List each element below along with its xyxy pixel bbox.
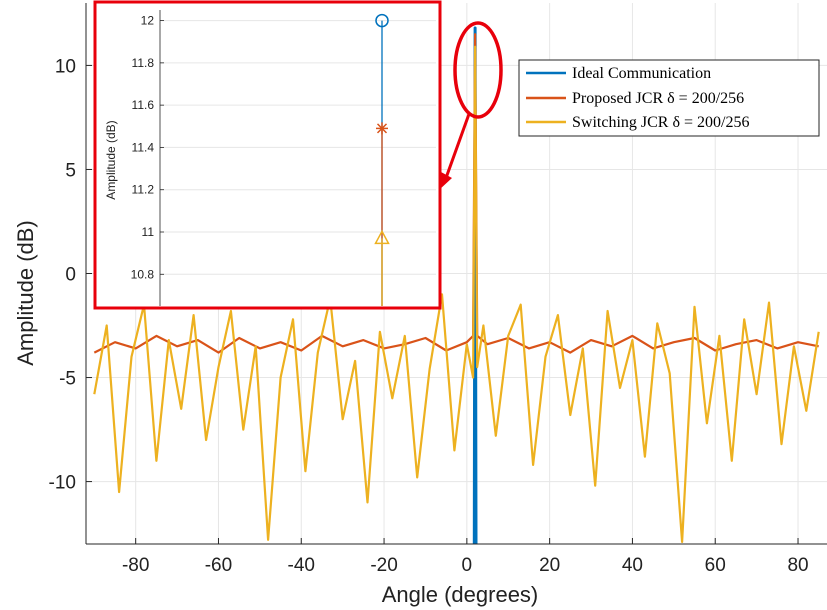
inset-y-tick-label: 11.2 (132, 183, 155, 197)
inset-y-tick-label: 11.4 (132, 140, 155, 154)
x-tick-label: 60 (705, 555, 726, 576)
inset-zoom: 12 11.8 11.6 11.4 11.2 11 10.8 Amplitude (dB) (93, 0, 442, 310)
x-axis-title: Angle (degrees) (382, 582, 539, 607)
inset-marker-asterisk (376, 122, 388, 135)
y-tick-label: -10 (49, 473, 76, 494)
x-tick-label: 40 (622, 555, 643, 576)
legend-label-ideal: Ideal Communication (572, 65, 711, 82)
inset-marker-triangle (374, 229, 390, 245)
inset-y-tick-label: 11.8 (132, 56, 155, 70)
series-line-2 (93, 45, 820, 544)
x-tick-label: 0 (462, 555, 473, 576)
main-series (93, 26, 820, 545)
inset-y-ticks: 12 11.8 11.6 11.4 11.2 11 10.8 (131, 14, 164, 281)
y-tick-label: 10 (55, 56, 76, 77)
inset-y-tick-label: 11 (142, 225, 155, 239)
y-ticks: 10 5 0 -5 -10 (49, 56, 92, 494)
y-axis-title: Amplitude (dB) (13, 220, 38, 366)
x-ticks: -80 -60 -40 -20 0 20 40 60 80 (122, 538, 809, 576)
x-tick-label: -20 (370, 555, 397, 576)
legend-label-switching: Switching JCR δ = 200/256 (572, 114, 749, 131)
x-tick-label: -80 (122, 555, 149, 576)
y-tick-label: 0 (65, 265, 76, 286)
x-tick-label: -60 (205, 555, 232, 576)
callout-arrow-line (444, 113, 471, 179)
peak-highlight-ellipse (453, 21, 503, 119)
x-tick-label: 20 (539, 555, 560, 576)
inset-y-tick-label: 12 (141, 14, 155, 28)
inset-y-axis-title: Amplitude (dB) (104, 120, 118, 199)
y-tick-label: 5 (65, 160, 76, 181)
inset-y-tick-label: 10.8 (131, 267, 155, 281)
x-tick-label: 80 (787, 555, 808, 576)
legend-label-proposed: Proposed JCR δ = 200/256 (572, 90, 744, 107)
x-tick-label: -40 (288, 555, 315, 576)
peak-annotation (439, 21, 503, 190)
legend-box (518, 59, 820, 137)
series-line-0 (472, 26, 478, 545)
callout-arrow-head (439, 172, 452, 190)
inset-frame (93, 0, 442, 310)
inset-series (374, 13, 390, 306)
inset-grid (160, 20, 436, 275)
inset-y-tick-label: 11.6 (132, 98, 155, 112)
legend: Ideal Communication Proposed JCR δ = 200… (518, 59, 820, 137)
inset-marker-circle (375, 13, 389, 28)
y-tick-label: -5 (59, 369, 76, 390)
